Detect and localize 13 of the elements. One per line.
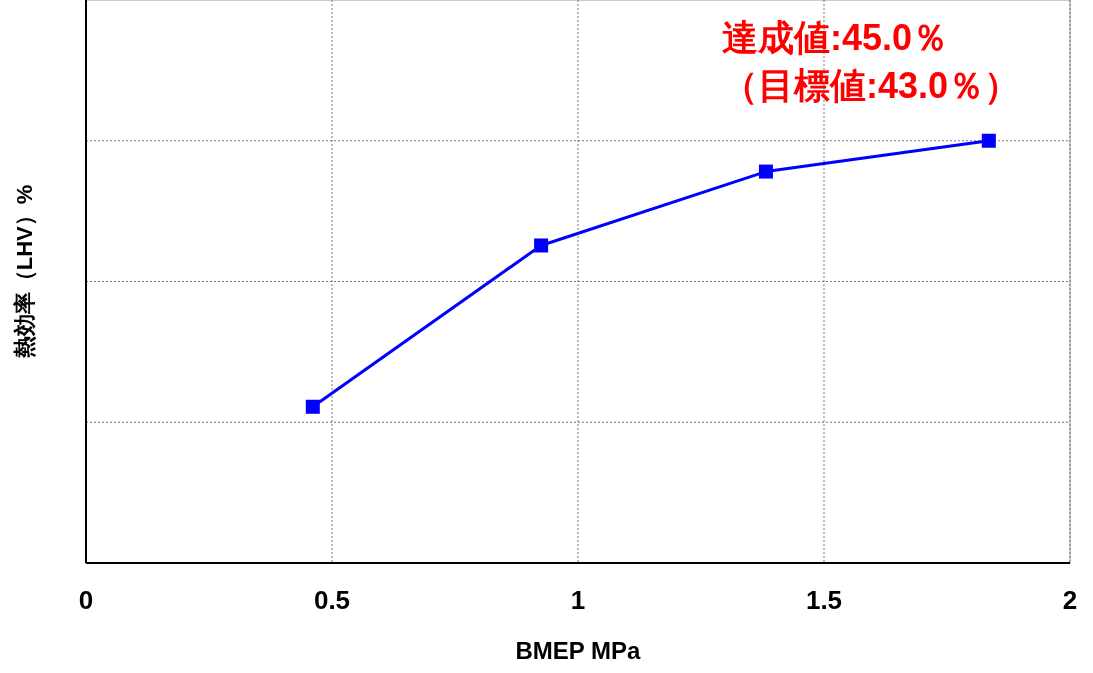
- point: [981, 133, 996, 148]
- x-tick-label: 0.5: [313, 585, 351, 615]
- x-tick-label: 1: [570, 585, 586, 615]
- x-tick-label: 2: [1062, 585, 1078, 615]
- x-tick-label: 1.5: [805, 585, 843, 615]
- point: [305, 399, 320, 414]
- text: （目標値:43.0％）: [722, 65, 1021, 106]
- x-axis-title: BMEP MPa: [515, 637, 642, 664]
- x-tick-label: 0: [78, 585, 94, 615]
- y-axis-title: 熱効率（LHV）%: [12, 184, 37, 360]
- point: [758, 164, 773, 179]
- point: [534, 238, 549, 253]
- text: 達成値:45.0％: [722, 17, 949, 58]
